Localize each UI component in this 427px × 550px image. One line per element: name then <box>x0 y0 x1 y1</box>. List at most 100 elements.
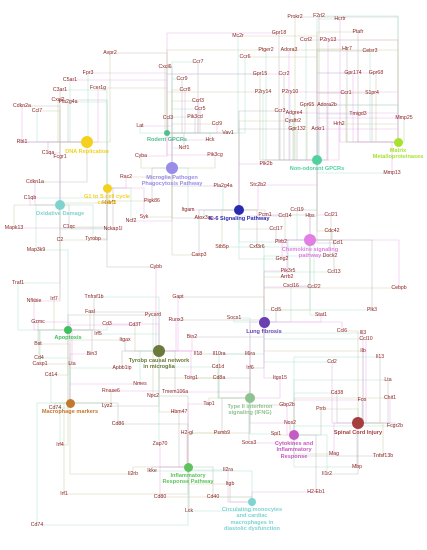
gene-node: Ccl21 <box>324 212 338 218</box>
edge-line <box>265 159 317 164</box>
gene-node: Map3k9 <box>26 247 46 253</box>
pathway-hub-label: Circulating monocytes and cardiac macrop… <box>221 507 283 533</box>
edge-line <box>60 330 69 446</box>
gene-node: Cxf3r6 <box>249 244 265 250</box>
pathway-hub-dot <box>164 130 170 136</box>
gene-node: Socs3 <box>241 440 257 446</box>
pathway-hub-label: Apoptosis <box>54 335 82 341</box>
pathway-hub-dot <box>102 183 112 193</box>
gene-node: Tnfrsf1b <box>84 294 104 300</box>
gene-node: Mc2r <box>232 33 244 39</box>
gene-node: Gpr68 <box>368 70 384 76</box>
edge-line <box>171 168 199 256</box>
gene-node: Fos <box>357 397 367 403</box>
gene-node: Adora2b <box>317 102 337 108</box>
edge-line <box>293 397 390 435</box>
gene-node: Cd3T <box>128 322 142 328</box>
gene-node: Cebpb <box>391 285 407 291</box>
gene-node: Adgre4 <box>285 110 303 116</box>
gene-node: Pla2g4a <box>213 183 233 189</box>
gene-node: C1qb <box>23 195 37 201</box>
edge-line <box>310 239 373 310</box>
gene-node: Ccl1 <box>332 240 344 246</box>
edge-line <box>286 239 310 277</box>
gene-node: Cd38 <box>330 390 344 396</box>
gene-node: Ccl3 <box>162 115 174 121</box>
gene-node: Cd1d <box>211 364 225 370</box>
edge-line <box>70 402 119 424</box>
pathway-hub-label: Tyrobp causal network in microglia <box>128 358 190 371</box>
gene-node: Hbs <box>305 213 315 219</box>
gene-node: Psmb9 <box>213 430 231 436</box>
gene-node: Cd8a <box>212 375 226 381</box>
edge-line <box>106 188 156 268</box>
gene-node: Ccl19 <box>290 207 304 213</box>
gene-node: Cd80 <box>153 494 167 500</box>
gene-node: Cd2 <box>327 359 337 365</box>
gene-node: Nckap1l <box>103 226 123 232</box>
gene-node: Tmem106a <box>161 389 189 395</box>
gene-node: Cdkn1a <box>26 179 44 185</box>
gene-node: Itgs15 <box>272 375 288 381</box>
edge-line <box>238 163 266 210</box>
pathway-hub-dot <box>183 462 193 472</box>
gene-node: Npc2 <box>146 393 160 399</box>
edge-line <box>250 378 281 399</box>
gene-node: Tnfsf13b <box>372 453 394 459</box>
gene-node: C1qa <box>41 150 55 156</box>
gene-node: Rbl1 <box>16 139 28 145</box>
gene-node: Ccr8 <box>179 87 191 93</box>
pathway-hub-dot <box>245 393 255 403</box>
pathway-hub: DNA Replication <box>56 136 118 155</box>
gene-node: Ccrl2 <box>299 37 313 43</box>
gene-node: Tyrobp <box>85 236 101 242</box>
gene-node: Pik3r5 <box>280 268 296 274</box>
pathway-hub: Matrix Metalloproteinases <box>367 137 427 161</box>
gene-node: Irf4 <box>56 442 64 448</box>
gene-node: Prokr2 <box>287 14 303 20</box>
edge-line <box>188 466 214 497</box>
gene-node: Ncf1 <box>178 145 190 151</box>
pathway-hub-dot <box>153 345 165 357</box>
gene-node: Bin2 <box>186 334 198 340</box>
gene-node: Cd4 <box>34 355 44 361</box>
edge-line <box>139 126 167 134</box>
edge-line <box>35 142 88 183</box>
pathway-hub-label: Microglia Pathogen Phagocytosis Pathway <box>141 175 203 188</box>
gene-node: Nfkbie <box>26 298 42 304</box>
gene-node: C5ar1 <box>62 77 78 83</box>
pathway-hub: Circulating monocytes and cardiac macrop… <box>221 498 283 533</box>
pathway-hub-dot <box>248 498 256 506</box>
gene-node: Hbm47 <box>170 409 188 415</box>
pathway-hub: Spinal Cord Injury <box>327 417 389 436</box>
gene-node: Mmp13 <box>383 170 401 176</box>
gene-node: Pik3cd <box>187 114 203 120</box>
gene-node: Fasl <box>85 309 95 315</box>
edge-line <box>159 466 188 497</box>
gene-node: C3ar1 <box>52 87 68 93</box>
gene-node: Cdc42 <box>324 228 340 234</box>
gene-node: Fcgr2b <box>386 423 404 429</box>
gene-node: Nos2 <box>283 420 297 426</box>
pathway-hub: G1 to S cell cycle control <box>76 183 138 207</box>
pathway-hub-label: IL-6 Signaling Pathway <box>208 216 270 222</box>
gene-node: Gpr174 <box>344 70 362 76</box>
gene-node: Cyba <box>134 153 148 159</box>
gene-node: C1qc <box>62 224 76 230</box>
gene-node: H2-Eb1 <box>307 489 325 495</box>
gene-node: Pik3cg <box>207 152 223 158</box>
edge-line <box>229 484 252 503</box>
gene-node: Stb5p <box>215 244 229 250</box>
gene-node: Il1r2 <box>321 471 333 477</box>
gene-node: Tcirg1 <box>184 375 198 381</box>
gene-node: Stc2b2 <box>249 182 267 188</box>
edge-line <box>238 210 282 260</box>
edge-line <box>158 351 160 445</box>
gene-node: Ccr9 <box>176 76 188 82</box>
edge-line <box>151 167 172 201</box>
pathway-hub-label: Non-odorant GPCRs <box>289 166 345 172</box>
gene-node: Fcgr1 <box>53 154 67 160</box>
